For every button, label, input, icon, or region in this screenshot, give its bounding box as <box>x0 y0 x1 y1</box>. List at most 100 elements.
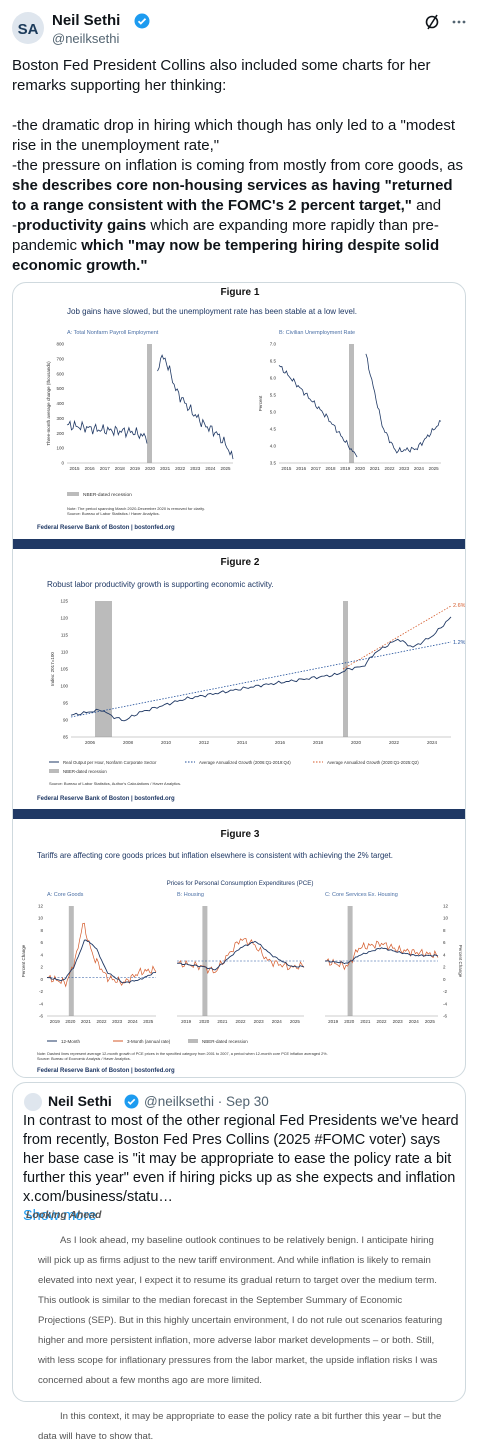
label: 2 <box>443 965 446 970</box>
label: 115 <box>61 633 69 638</box>
label: 400 <box>56 401 64 406</box>
text-segment: - <box>12 217 17 234</box>
label: 2022 <box>376 1019 387 1024</box>
recession-band <box>343 601 348 737</box>
label: B: Housing <box>177 892 204 898</box>
label: 3-Month (annual rate) <box>127 1039 171 1044</box>
label: 0 <box>40 977 43 982</box>
text-segment: which "may now be tempering hiring despi… <box>12 237 440 274</box>
label: 2008 <box>123 740 134 745</box>
label: 2022 <box>96 1019 107 1024</box>
series-line <box>324 947 439 965</box>
label: -6 <box>443 1014 447 1019</box>
label: 2016 <box>275 740 286 745</box>
media[interactable]: Figure 1 Job gains have slowed, but the u… <box>12 282 466 1078</box>
label: 4.0 <box>270 444 277 449</box>
label: -4 <box>443 1001 447 1006</box>
label: NBER-dated recession <box>202 1039 248 1044</box>
quoted-text: In contrast to most of the other regiona… <box>23 1112 463 1226</box>
verified-badge <box>134 13 150 29</box>
label: Figure 2 <box>221 557 260 568</box>
label: Source: Bureau of Labor Statistics, Auth… <box>49 781 181 786</box>
label: 120 <box>60 616 68 621</box>
label: 110 <box>61 650 69 655</box>
label: -2 <box>443 989 447 994</box>
label: Source: Bureau of Economic Analysis / Ha… <box>37 1057 131 1061</box>
label: 2024 <box>427 740 438 745</box>
label: 2020 <box>145 466 156 471</box>
author-handle[interactable]: @neilksethi <box>52 31 120 46</box>
series-line <box>46 922 157 988</box>
label: 3.5 <box>270 461 277 466</box>
label: Average Annualized Growth (2006:Q1-2019:… <box>199 760 291 765</box>
list-item: -the dramatic drop in hiring which thoug… <box>12 116 468 156</box>
label: 1.2% <box>453 640 466 646</box>
label: 600 <box>56 371 64 376</box>
label: -4 <box>39 1001 43 1006</box>
quoted-body: In contrast to most of the other regiona… <box>23 1113 459 1186</box>
label: 300 <box>56 416 64 421</box>
label: 2024 <box>205 466 216 471</box>
label: 2022 <box>389 740 400 745</box>
legend-swatch <box>67 492 79 496</box>
label: 4 <box>40 952 43 957</box>
label: 2019 <box>181 1019 192 1024</box>
label: 2.6% <box>453 603 466 609</box>
label: 2021 <box>370 466 381 471</box>
label: 200 <box>56 431 64 436</box>
label: 2021 <box>81 1019 92 1024</box>
text-segment: which are expanding more rapidly than pr… <box>12 217 439 254</box>
label: Percent <box>258 395 263 411</box>
author-name[interactable]: Neil Sethi <box>52 12 121 29</box>
label: 2023 <box>393 1019 404 1024</box>
svg-text:SA: SA <box>18 21 39 38</box>
quoted-handle: @neilksethi <box>144 1094 214 1109</box>
text-segment: Boston Fed President Collins also includ… <box>12 57 431 94</box>
label: 6 <box>443 940 446 945</box>
label: 8 <box>40 928 43 933</box>
document-image: Looking Ahead As I look ahead, my baselin… <box>26 1205 448 1447</box>
label: 4 <box>443 952 446 957</box>
label: 2015 <box>70 466 81 471</box>
series-line <box>176 937 305 974</box>
label: 2024 <box>409 1019 420 1024</box>
figures: Figure 1 Job gains have slowed, but the u… <box>13 287 466 1074</box>
label: Federal Reserve Bank of Boston | bostonf… <box>37 1068 175 1074</box>
label: 2021 <box>160 466 171 471</box>
label: 5.0 <box>270 410 277 415</box>
label: Tariffs are affecting core goods prices … <box>37 851 393 860</box>
label: 100 <box>60 684 68 689</box>
quoted-meta: @neilksethi · Sep 30 <box>144 1094 269 1109</box>
text-segment: she describes core non-housing services … <box>12 177 453 214</box>
label: Source: Bureau of Labor Statistics / Hav… <box>67 511 160 516</box>
quoted-avatar <box>24 1093 42 1111</box>
text-segment: -the dramatic drop in hiring which thoug… <box>12 117 456 154</box>
label: Three-month average change (thousands) <box>46 361 51 446</box>
label: 95 <box>63 701 69 706</box>
label: 2019 <box>340 466 351 471</box>
label: 2016 <box>296 466 307 471</box>
label: 12-Month <box>61 1039 81 1044</box>
label: 2021 <box>217 1019 228 1024</box>
label: 2018 <box>326 466 337 471</box>
show-more[interactable]: Show more <box>23 1208 97 1224</box>
label: 2014 <box>237 740 248 745</box>
text-segment: -the pressure on inflation is coming fro… <box>12 157 464 174</box>
recession-band <box>202 906 208 1016</box>
legend-swatch <box>188 1039 198 1043</box>
series-line <box>66 354 234 460</box>
label: Percent Change <box>21 944 26 977</box>
label: 0 <box>443 977 446 982</box>
quoted-date: Sep 30 <box>226 1094 269 1109</box>
label: 6 <box>40 940 43 945</box>
series-line <box>46 939 157 984</box>
document-heading: Looking Ahead <box>26 1209 102 1221</box>
trend-line <box>342 605 452 670</box>
avatar[interactable]: SA <box>12 12 44 44</box>
quoted-link[interactable]: x.com/business/statu… <box>23 1189 173 1205</box>
label: 125 <box>60 599 68 604</box>
text-segment: and <box>411 197 442 214</box>
post-actions[interactable] <box>424 12 468 32</box>
label: 2020 <box>199 1019 210 1024</box>
label: Average Annualized Growth (2020:Q1-2025:… <box>327 760 419 765</box>
